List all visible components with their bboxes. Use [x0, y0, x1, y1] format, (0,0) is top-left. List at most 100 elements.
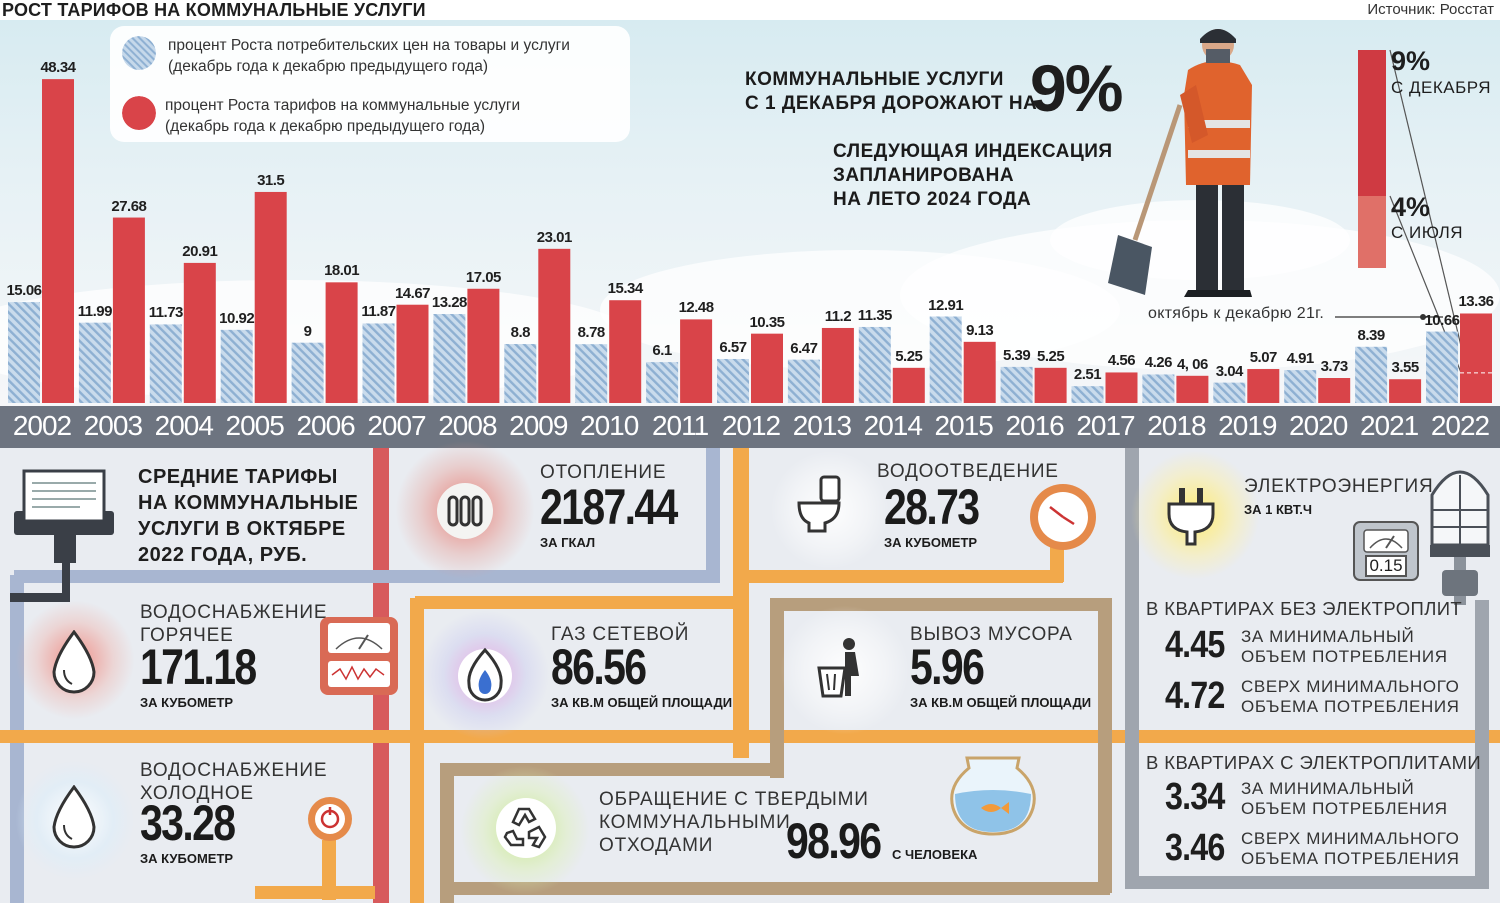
- year-label-2005: 2005: [225, 410, 285, 441]
- tariff-bar-2021: [1389, 379, 1422, 403]
- cpi-bar-2016: [1000, 366, 1033, 403]
- electricity-with-stove-min-value: 3.34: [1165, 776, 1225, 818]
- tariff-bar-2011: [680, 319, 713, 403]
- year-label-2006: 2006: [296, 410, 355, 441]
- year-label-2015: 2015: [934, 410, 994, 441]
- tariff-bar-2010: [609, 300, 642, 403]
- cpi-value-label-2003: 11.99: [77, 302, 113, 320]
- year-label-2011: 2011: [651, 410, 709, 441]
- tariff-value-label-2008: 17.05: [465, 268, 502, 286]
- heating-unit: ЗА ГКАЛ: [540, 535, 596, 550]
- fishbowl-icon: [950, 756, 1036, 836]
- tariff-bar-2004: [183, 262, 216, 403]
- cpi-value-label-2020: 4.91: [1286, 350, 1315, 368]
- gas-label: ГАЗ СЕТЕВОЙ: [551, 624, 690, 645]
- tariff-bar-2018: [1176, 375, 1209, 403]
- waste-unit: С ЧЕЛОВЕКА: [892, 847, 978, 862]
- indexation-side-bar: [1358, 49, 1469, 376]
- cpi-bar-2005: [220, 329, 253, 403]
- cpi-bar-2009: [504, 344, 537, 403]
- year-label-2018: 2018: [1147, 410, 1206, 441]
- tariff-value-label-2004: 20.91: [182, 242, 218, 260]
- tariff-bar-2014: [892, 367, 925, 403]
- title-strip: [0, 0, 1500, 20]
- chart-legend: процент Роста потребительских цен на тов…: [110, 26, 630, 142]
- cold-water-unit: ЗА КУБОМЕТР: [140, 851, 234, 866]
- indexation-july-label: С ИЮЛЯ: [1391, 223, 1464, 242]
- cpi-value-label-2005: 10.92: [219, 309, 255, 327]
- cpi-bar-2002: [8, 302, 40, 403]
- tariff-value-label-2012: 10.35: [749, 313, 785, 331]
- electricity-with-stove-over-label: СВЕРХ МИНИМАЛЬНОГО ОБЪЕМА ПОТРЕБЛЕНИЯ: [1241, 829, 1460, 868]
- trash-bin-icon: [817, 638, 859, 698]
- source-note: Источник: Росстат: [1367, 1, 1494, 18]
- cpi-bar-2015: [929, 316, 962, 403]
- tariff-value-label-2005: 31.5: [257, 171, 285, 189]
- gas-unit: ЗА КВ.М ОБЩЕЙ ПЛОЩАДИ: [551, 695, 733, 710]
- bar-chart: [8, 79, 1492, 403]
- tariff-value-label-2020: 3.73: [1320, 358, 1349, 375]
- year-label-2019: 2019: [1218, 410, 1277, 441]
- cpi-value-label-2011: 6.1: [652, 342, 672, 360]
- electricity-no-stove-over-value: 4.72: [1165, 675, 1225, 717]
- heating-label: ОТОПЛЕНИЕ: [540, 462, 667, 483]
- year-axis-band: [0, 406, 1500, 448]
- cpi-value-label-2009: 8.8: [510, 324, 531, 342]
- cpi-bar-2007: [362, 323, 395, 403]
- cpi-value-label-2004: 11.73: [148, 304, 184, 322]
- recycle-icon: [496, 798, 556, 858]
- cpi-value-label-2008: 13.28: [431, 294, 468, 312]
- electricity-with-stove-heading: В КВАРТИРАХ С ЭЛЕКТРОПЛИТАМИ: [1146, 752, 1482, 773]
- tariff-value-label-2014: 5.25: [895, 347, 923, 365]
- year-label-2017: 2017: [1076, 410, 1135, 441]
- cpi-bar-2018: [1142, 374, 1175, 403]
- cpi-value-label-2012: 6.57: [719, 338, 747, 356]
- cpi-bar-2013: [787, 359, 820, 403]
- tariff-bar-2017: [1105, 372, 1138, 403]
- tariff-value-label-2018: 4, 06: [1176, 355, 1208, 373]
- tariff-bar-2019: [1247, 369, 1280, 403]
- plug-icon: [1167, 488, 1215, 546]
- cpi-bar-2021: [1355, 346, 1388, 403]
- tariff-value-label-2019: 5.07: [1249, 349, 1278, 367]
- year-label-2016: 2016: [1005, 410, 1064, 441]
- electricity-no-stove-heading: В КВАРТИРАХ БЕЗ ЭЛЕКТРОПЛИТ: [1146, 598, 1463, 619]
- pressure-gauge-icon: [1030, 484, 1096, 550]
- electricity-with-stove-min-label: ЗА МИНИМАЛЬНЫЙ ОБЪЕМ ПОТРЕБЛЕНИЯ: [1241, 779, 1448, 818]
- tariff-value-label-2016: 5.25: [1036, 347, 1065, 365]
- receipt-printer-icon: [10, 469, 114, 602]
- year-label-2009: 2009: [509, 410, 568, 441]
- electric-meter-reading: 0.15: [1365, 555, 1407, 577]
- electricity-label: ЭЛЕКТРОЭНЕРГИЯ: [1244, 476, 1434, 497]
- tariff-bar-2003: [112, 217, 145, 403]
- year-label-2020: 2020: [1289, 410, 1348, 441]
- radiator-icon: [437, 483, 493, 539]
- tariff-value-label-2006: 18.01: [324, 262, 360, 280]
- cpi-bar-2003: [78, 322, 111, 403]
- legend-cpi-label: процент Роста потребительских цен на тов…: [168, 37, 570, 75]
- tariff-value-label-2022: 13.36: [1458, 293, 1494, 311]
- legend-tariff-label: процент Роста тарифов на коммунальные ус…: [165, 97, 521, 135]
- tariff-value-label-2017: 4.56: [1107, 352, 1136, 370]
- legend-tariff-swatch: [122, 96, 156, 130]
- headline-big-percent: 9%: [1030, 51, 1123, 125]
- hot-water-value: 171.18: [140, 639, 257, 695]
- cpi-bar-2004: [149, 324, 182, 403]
- cpi-bar-2020: [1284, 370, 1317, 403]
- cpi-bar-2010: [575, 344, 608, 403]
- year-label-2014: 2014: [863, 410, 923, 441]
- oct-note: октябрь к декабрю 21г.: [1148, 305, 1325, 322]
- heating-value: 2187.44: [540, 479, 678, 535]
- year-label-2013: 2013: [792, 410, 852, 441]
- year-label-2002: 2002: [12, 410, 72, 441]
- cpi-value-label-2022: 10.66: [1424, 311, 1460, 329]
- tariff-value-label-2010: 15.34: [607, 280, 644, 298]
- next-indexation-text: СЛЕДУЮЩАЯ ИНДЕКСАЦИЯ ЗАПЛАНИРОВАНА НА ЛЕТО…: [833, 141, 1113, 210]
- hot-water-label: ВОДОСНАБЖЕНИЕ ГОРЯЧЕЕ: [140, 602, 328, 646]
- cpi-bar-2008: [433, 314, 466, 403]
- tariff-bar-2013: [821, 327, 854, 403]
- cpi-value-label-2017: 2.51: [1073, 366, 1102, 384]
- tariff-bar-2002: [42, 79, 74, 403]
- tariff-bar-2022: [1460, 313, 1492, 403]
- year-label-2022: 2022: [1430, 410, 1490, 441]
